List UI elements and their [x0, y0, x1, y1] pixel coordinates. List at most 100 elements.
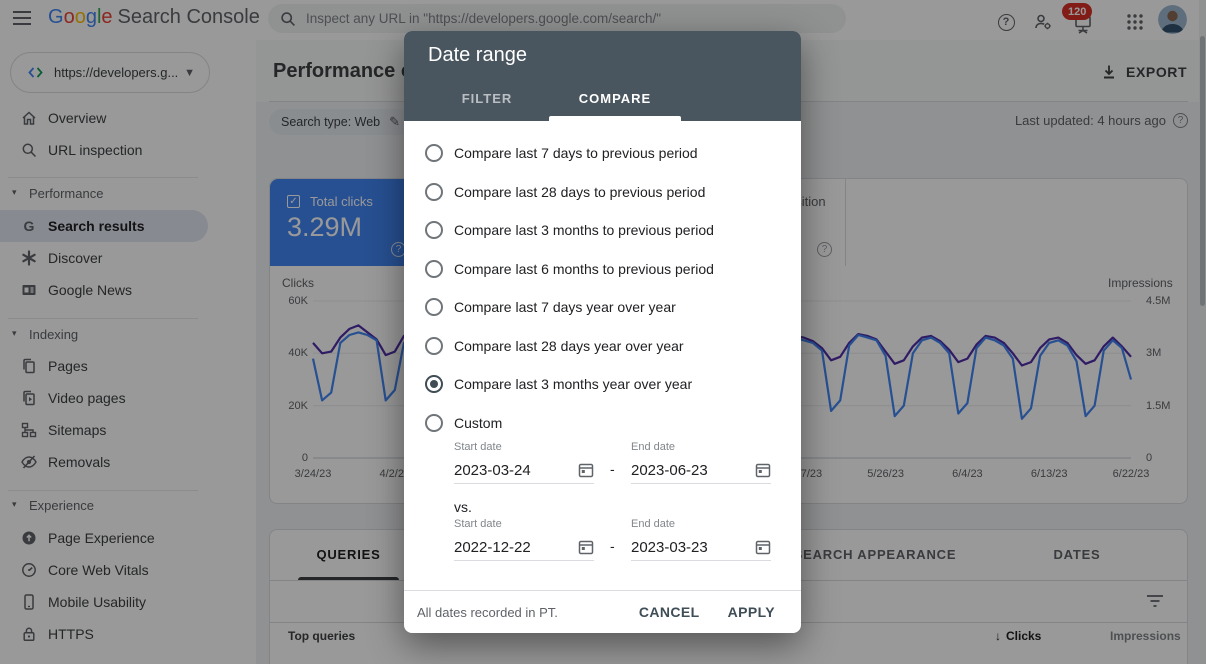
- compare-option-custom[interactable]: Custom: [404, 404, 801, 442]
- menu-icon[interactable]: [12, 9, 32, 27]
- phone-icon: [20, 593, 38, 611]
- right-axis-label: Impressions: [1108, 276, 1173, 290]
- table-header-impressions[interactable]: Impressions: [1110, 629, 1181, 643]
- apps-grid-icon[interactable]: [1124, 11, 1146, 33]
- help-icon[interactable]: ?: [1173, 113, 1188, 128]
- sidebar-section-performance[interactable]: ▾ Performance: [12, 186, 104, 201]
- collapse-icon: ▾: [12, 187, 17, 197]
- scrollbar-thumb[interactable]: [1200, 36, 1205, 306]
- radio-checked-icon[interactable]: [425, 375, 443, 393]
- help-icon[interactable]: ?: [995, 11, 1017, 33]
- y-tick: 40K: [288, 347, 308, 359]
- sidebar-item-pages[interactable]: Pages: [0, 350, 208, 382]
- sidebar-section-indexing[interactable]: ▾ Indexing: [12, 327, 79, 342]
- y-tick: 60K: [288, 295, 308, 307]
- search-icon: [281, 11, 295, 26]
- period2-start-input[interactable]: [454, 538, 578, 556]
- sidebar-item-core-web-vitals[interactable]: Core Web Vitals: [0, 554, 208, 586]
- collapse-icon: ▾: [12, 328, 17, 338]
- eye-off-icon: [20, 453, 38, 471]
- compare-option[interactable]: Compare last 7 days year over year: [404, 288, 801, 326]
- tab-filter[interactable]: FILTER: [461, 91, 513, 106]
- total-clicks-value: 3.29M: [287, 212, 363, 242]
- help-icon[interactable]: ?: [817, 242, 832, 257]
- compare-option[interactable]: Compare last 7 days to previous period: [404, 134, 801, 172]
- sidebar-item-google-news[interactable]: Google News: [0, 274, 208, 306]
- export-button[interactable]: EXPORT: [1100, 60, 1187, 84]
- search-type-chip[interactable]: Search type: Web ✎: [269, 109, 413, 135]
- calendar-icon[interactable]: [578, 539, 594, 555]
- chevron-down-icon: ▼: [184, 66, 195, 79]
- period1-end-field[interactable]: End date: [631, 441, 771, 484]
- compare-option[interactable]: Compare last 28 days to previous period: [404, 173, 801, 211]
- calendar-icon[interactable]: [755, 539, 771, 555]
- compare-option[interactable]: Compare last 6 months to previous period: [404, 250, 801, 288]
- discover-icon: [20, 249, 38, 267]
- dialog-title: Date range: [428, 44, 527, 66]
- sidebar-item-sitemaps[interactable]: Sitemaps: [0, 414, 208, 446]
- radio-icon[interactable]: [425, 221, 443, 239]
- sidebar-item-url-inspection[interactable]: URL inspection: [0, 134, 208, 166]
- sidebar-item-overview[interactable]: Overview: [0, 102, 208, 134]
- radio-icon[interactable]: [425, 413, 443, 432]
- collapse-icon: ▾: [12, 499, 17, 509]
- total-clicks-card[interactable]: ✓ Total clicks 3.29M ?: [270, 179, 416, 266]
- avatar[interactable]: [1158, 5, 1187, 34]
- apply-button[interactable]: APPLY: [727, 604, 775, 620]
- sort-desc-icon: ↓: [995, 629, 1001, 643]
- cancel-button[interactable]: CANCEL: [638, 604, 700, 620]
- radio-icon[interactable]: [425, 336, 443, 355]
- url-inspect-searchbox[interactable]: [268, 4, 846, 33]
- tab-compare[interactable]: COMPARE: [578, 91, 652, 106]
- sitemaps-icon: [20, 421, 38, 439]
- sidebar-item-https[interactable]: HTTPS: [0, 618, 208, 650]
- calendar-icon[interactable]: [755, 462, 771, 478]
- dialog-header: Date range FILTER COMPARE: [404, 31, 801, 121]
- period1-end-input[interactable]: [631, 461, 755, 479]
- sidebar-item-page-experience[interactable]: Page Experience: [0, 522, 208, 554]
- sidebar-item-removals[interactable]: Removals: [0, 446, 208, 478]
- table-header-clicks[interactable]: ↓ Clicks: [995, 629, 1042, 643]
- period1-start-field[interactable]: Start date: [454, 441, 594, 484]
- period2-end-input[interactable]: [631, 538, 755, 556]
- app-logo[interactable]: Google Search Console: [48, 6, 260, 29]
- period2-start-field[interactable]: Start date: [454, 518, 594, 561]
- dialog-footer: All dates recorded in PT. CANCEL APPLY: [404, 590, 801, 633]
- checkbox-checked-icon[interactable]: ✓: [287, 195, 300, 208]
- radio-icon[interactable]: [425, 298, 443, 316]
- table-header-top-queries: Top queries: [288, 629, 356, 643]
- x-tick: 4/2/23: [379, 468, 411, 480]
- developers-logo-icon: [28, 67, 43, 78]
- sidebar-item-search-results[interactable]: G Search results: [0, 210, 208, 242]
- radio-icon[interactable]: [425, 259, 443, 278]
- radio-icon[interactable]: [425, 144, 443, 162]
- search-input[interactable]: [306, 11, 834, 26]
- home-icon: [20, 109, 38, 127]
- tab-search-appearance[interactable]: SEARCH APPEARANCE: [793, 547, 957, 562]
- compare-option[interactable]: Compare last 3 months to previous period: [404, 211, 801, 249]
- user-settings-icon[interactable]: [1032, 11, 1054, 33]
- tab-dates[interactable]: DATES: [1053, 547, 1101, 562]
- y-tick: 0: [301, 452, 308, 464]
- period1-start-input[interactable]: [454, 461, 578, 479]
- property-selector[interactable]: https://developers.g... ▼: [10, 52, 210, 93]
- radio-icon[interactable]: [425, 182, 443, 201]
- property-url: https://developers.g...: [54, 65, 179, 80]
- compare-option-selected[interactable]: Compare last 3 months year over year: [404, 365, 801, 403]
- sidebar-section-experience[interactable]: ▾ Experience: [12, 498, 95, 513]
- vs-label: vs.: [454, 499, 472, 515]
- y-tick: 1.5M: [1146, 400, 1171, 412]
- calendar-icon[interactable]: [578, 462, 594, 478]
- sidebar-item-discover[interactable]: Discover: [0, 242, 208, 274]
- sidebar-divider: [8, 177, 198, 178]
- sidebar-item-mobile-usability[interactable]: Mobile Usability: [0, 586, 208, 618]
- filter-icon[interactable]: [1145, 593, 1165, 609]
- compare-option[interactable]: Compare last 28 days year over year: [404, 327, 801, 365]
- period2-end-field[interactable]: End date: [631, 518, 771, 561]
- edit-pencil-icon: ✎: [389, 114, 401, 129]
- tab-queries[interactable]: QUERIES: [298, 530, 399, 580]
- sidebar-item-video-pages[interactable]: Video pages: [0, 382, 208, 414]
- news-icon: [20, 281, 38, 299]
- x-tick: 6/4/23: [952, 468, 983, 480]
- scrollbar[interactable]: [1199, 0, 1206, 664]
